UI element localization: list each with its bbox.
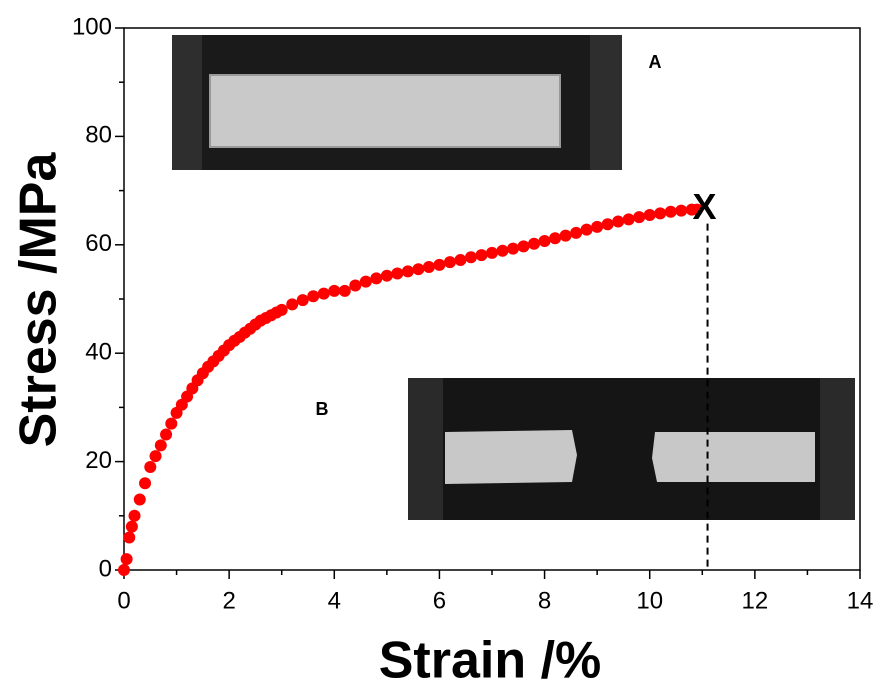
data-point	[338, 284, 351, 297]
data-point	[391, 267, 404, 280]
y-tick-label: 60	[85, 230, 112, 257]
data-point	[612, 215, 625, 228]
x-tick-label: 6	[433, 587, 446, 614]
inset-photo-b	[408, 378, 855, 520]
x-tick-label: 12	[742, 587, 769, 614]
data-point	[443, 256, 456, 269]
data-point	[580, 223, 593, 236]
data-point	[296, 294, 309, 307]
data-point	[691, 203, 704, 216]
data-point	[275, 303, 288, 316]
data-point	[401, 265, 414, 278]
data-point	[454, 253, 467, 266]
x-tick-label: 4	[328, 587, 341, 614]
data-point	[317, 287, 330, 300]
data-point	[307, 290, 320, 303]
data-point	[559, 229, 572, 242]
data-point	[412, 263, 425, 276]
data-point	[664, 205, 677, 218]
data-point	[464, 251, 477, 264]
data-point	[422, 261, 435, 274]
data-point	[591, 220, 604, 233]
data-point	[125, 520, 138, 533]
x-tick-label: 10	[636, 587, 663, 614]
data-point	[517, 240, 530, 253]
data-point	[675, 204, 688, 217]
x-tick-label: 0	[117, 587, 130, 614]
inset-photo-a	[172, 35, 622, 170]
data-point	[507, 242, 520, 255]
data-point	[118, 564, 130, 576]
data-point	[433, 258, 446, 271]
data-point	[286, 298, 299, 311]
data-point	[528, 237, 541, 250]
data-point	[328, 284, 341, 297]
data-point	[549, 232, 562, 245]
inset-label: A	[649, 52, 662, 72]
y-tick-label: 20	[85, 447, 112, 474]
data-point	[475, 249, 488, 262]
x-axis-label: Strain /%	[379, 632, 602, 690]
data-point	[380, 269, 393, 282]
data-point	[139, 477, 152, 490]
data-point	[359, 275, 372, 288]
y-axis-label: Stress /MPa	[10, 152, 68, 448]
data-point	[643, 208, 656, 221]
data-point	[370, 272, 383, 285]
data-point	[601, 218, 614, 231]
x-tick-label: 14	[847, 587, 874, 614]
y-tick-label: 0	[99, 555, 112, 582]
data-point	[654, 207, 667, 220]
data-point	[149, 450, 162, 463]
data-point	[160, 428, 173, 441]
data-point	[622, 213, 635, 226]
data-point	[133, 493, 146, 506]
data-point	[349, 279, 362, 292]
data-point	[144, 461, 157, 474]
y-tick-label: 100	[72, 13, 112, 40]
x-tick-label: 8	[538, 587, 551, 614]
data-point	[165, 417, 178, 430]
data-point	[123, 531, 136, 544]
y-tick-label: 40	[85, 339, 112, 366]
data-point	[154, 439, 167, 452]
data-point	[633, 211, 646, 224]
data-point	[128, 509, 141, 522]
data-point	[538, 235, 551, 248]
inset-label: B	[316, 399, 329, 419]
data-point	[120, 553, 133, 566]
data-point	[496, 244, 509, 257]
fracture-marker: X	[693, 186, 717, 227]
x-tick-label: 2	[222, 587, 235, 614]
y-tick-label: 80	[85, 122, 112, 149]
data-point	[570, 226, 583, 239]
data-point	[486, 246, 498, 259]
